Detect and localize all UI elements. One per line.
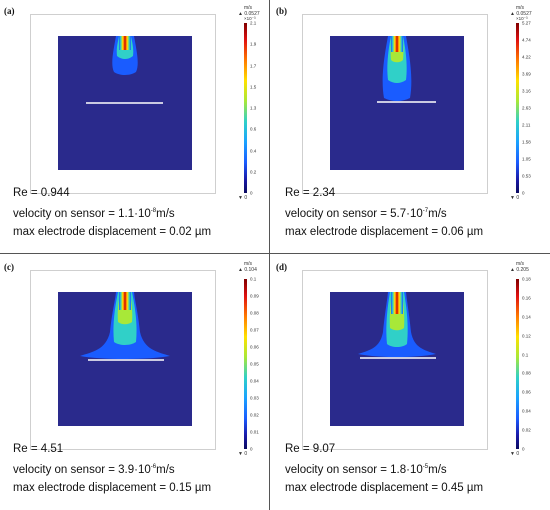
electrode-displacement: max electrode displacement = 0.15 µm bbox=[13, 482, 212, 494]
colorbar-tick-label: 0.1 bbox=[522, 352, 529, 358]
sensor-velocity: velocity on sensor = 1.8·10-5m/s bbox=[285, 464, 447, 476]
reynolds-number: Re = 4.51 bbox=[13, 443, 64, 455]
colorbar-ticks: 2.1 1.9 1.7 1.5 1.3 0.6 0.4 0.2 0 bbox=[250, 20, 270, 196]
colorbar-max: ▲ 0.0527 bbox=[238, 11, 260, 17]
colorbar-ticks: 5.27 4.74 4.22 3.69 3.16 2.63 2.11 1.58 1.05 0.53… bbox=[522, 20, 542, 196]
colorbar-tick-label: 0.14 bbox=[522, 314, 531, 320]
colorbar-exponent: ×10⁻³ bbox=[516, 16, 528, 21]
colorbar-tick-label: 1.58 bbox=[522, 139, 531, 145]
colorbar-max: ▲ 0.0527 bbox=[510, 11, 532, 17]
caption: Re = 9.07 velocity on sensor = 1.8·10-5m… bbox=[285, 440, 483, 497]
caption: Re = 2.34 velocity on sensor = 5.7·10-7m… bbox=[285, 184, 483, 241]
vertical-divider bbox=[269, 0, 270, 510]
colorbar-tick-label: 1.7 bbox=[250, 63, 257, 68]
colorbar-max: ▲ 0.104 bbox=[238, 267, 257, 273]
colorbar-tick-label: 0.08 bbox=[250, 310, 259, 316]
colorbar-unit: m/s bbox=[516, 5, 525, 11]
colorbar: m/s ▲ 0.205 0.18 0.16 0.14 0.12 0.1 0.08 0.06 0… bbox=[506, 261, 540, 461]
colorbar-tick-label: 4.22 bbox=[522, 54, 531, 60]
colorbar-tick-label: 0.08 bbox=[522, 370, 531, 376]
colorbar-tick-label: 0.02 bbox=[250, 412, 259, 418]
electrode-displacement: max electrode displacement = 0.02 µm bbox=[13, 226, 212, 238]
panel-letter: (a) bbox=[4, 6, 15, 16]
horizontal-divider bbox=[0, 253, 550, 254]
reynolds-number: Re = 2.34 bbox=[285, 187, 336, 199]
colorbar-tick-label: 0.4 bbox=[250, 148, 257, 153]
panel-letter: (c) bbox=[4, 262, 14, 272]
colorbar-tick-label: 0.06 bbox=[250, 344, 259, 350]
colorbar-tick-label: 0.04 bbox=[250, 378, 259, 384]
reynolds-number: Re = 9.07 bbox=[285, 443, 336, 455]
colorbar-unit: m/s bbox=[244, 5, 253, 11]
colorbar-max: ▲ 0.205 bbox=[510, 267, 529, 273]
colorbar-tick-label: 0 bbox=[250, 446, 253, 452]
panel-letter: (b) bbox=[276, 6, 287, 16]
colorbar-tick-label: 0.12 bbox=[522, 333, 531, 339]
caption: Re = 0.944 velocity on sensor = 1.1·10-8… bbox=[13, 184, 211, 241]
panel-letter: (d) bbox=[276, 262, 287, 272]
colorbar-tick-label: 0.03 bbox=[250, 395, 259, 401]
caption: Re = 4.51 velocity on sensor = 3.9·10-6m… bbox=[13, 440, 211, 497]
colorbar-gradient bbox=[244, 279, 247, 449]
panel-b: (b) m/s ▲ 0.0527 ×10⁻³ 5.27 4.74 4.22 3.69 3… bbox=[272, 0, 542, 250]
colorbar-tick-label: 0.05 bbox=[250, 361, 259, 367]
colorbar-tick-label: 0.2 bbox=[250, 169, 257, 175]
reynolds-number: Re = 0.944 bbox=[13, 187, 70, 199]
colorbar-gradient bbox=[244, 23, 247, 193]
colorbar-tick-label: 4.74 bbox=[522, 37, 531, 43]
colorbar-min: ▼ 0 bbox=[510, 195, 520, 201]
colorbar-tick-label: 0 bbox=[522, 190, 525, 196]
colorbar-tick-label: 1.05 bbox=[522, 156, 531, 162]
flow-simulation bbox=[58, 36, 192, 170]
colorbar-unit: m/s bbox=[244, 261, 253, 267]
colorbar-tick-label: 0.06 bbox=[522, 389, 531, 395]
colorbar-tick-label: 0.16 bbox=[522, 295, 531, 301]
panel-c: (c) m/s ▲ 0.104 0.1 0.09 0.08 0.07 0.06 0.05 0… bbox=[0, 256, 270, 506]
colorbar-tick-label: 0.04 bbox=[522, 408, 531, 414]
colorbar-gradient bbox=[516, 279, 519, 449]
colorbar-tick-label: 0.07 bbox=[250, 327, 259, 333]
colorbar: m/s ▲ 0.0527 ×10⁻³ 5.27 4.74 4.22 3.69 3.16 2… bbox=[506, 5, 540, 205]
electrode-displacement: max electrode displacement = 0.45 µm bbox=[285, 482, 484, 494]
colorbar-tick-label: 0.09 bbox=[250, 293, 259, 299]
colorbar-min: ▼ 0 bbox=[510, 451, 520, 457]
colorbar-tick-label: 0.6 bbox=[250, 126, 257, 132]
colorbar: m/s ▲ 0.104 0.1 0.09 0.08 0.07 0.06 0.05 0.04 0… bbox=[234, 261, 268, 461]
colorbar-tick-label: 0 bbox=[250, 190, 253, 196]
colorbar-ticks: 0.18 0.16 0.14 0.12 0.1 0.08 0.06 0.04 0.02 0 bbox=[522, 276, 542, 452]
panel-d: (d) m/s ▲ 0.205 0.18 0.16 0.14 0.12 0.1 0.08 0… bbox=[272, 256, 542, 506]
colorbar-min: ▼ 0 bbox=[238, 451, 248, 457]
sensor-velocity: velocity on sensor = 3.9·10-6m/s bbox=[13, 464, 175, 476]
colorbar-tick-label: 0.01 bbox=[250, 429, 259, 435]
sensor-velocity: velocity on sensor = 5.7·10-7m/s bbox=[285, 208, 447, 220]
colorbar-tick-label: 3.69 bbox=[522, 71, 531, 77]
colorbar-tick-label: 0.1 bbox=[250, 276, 257, 282]
colorbar: m/s ▲ 0.0527 ×10⁻³ 2.1 1.9 1.7 1.5 1.3 0.6 0.4… bbox=[234, 5, 268, 205]
colorbar-tick-label: 5.27 bbox=[522, 20, 531, 26]
colorbar-ticks: 0.1 0.09 0.08 0.07 0.06 0.05 0.04 0.03 0.02 0.01 0 bbox=[250, 276, 270, 452]
colorbar-tick-label: 2.63 bbox=[522, 105, 531, 111]
colorbar-tick-label: 1.9 bbox=[250, 41, 257, 47]
colorbar-tick-label: 3.16 bbox=[522, 88, 531, 94]
colorbar-tick-label: 0.53 bbox=[522, 173, 531, 179]
colorbar-tick-label: 1.5 bbox=[250, 84, 257, 90]
colorbar-tick-label: 2.1 bbox=[250, 20, 257, 26]
panel-a: (a) m/s ▲ 0.0527 ×10⁻³ 2.1 1.9 1.7 1.5 1.3 0.… bbox=[0, 0, 270, 250]
flow-simulation bbox=[58, 292, 192, 426]
colorbar-tick-label: 0.02 bbox=[522, 427, 531, 433]
flow-simulation bbox=[330, 36, 464, 170]
colorbar-tick-label: 1.3 bbox=[250, 105, 257, 111]
colorbar-exponent: ×10⁻³ bbox=[244, 16, 256, 21]
colorbar-gradient bbox=[516, 23, 519, 193]
colorbar-unit: m/s bbox=[516, 261, 525, 267]
electrode-displacement: max electrode displacement = 0.06 µm bbox=[285, 226, 484, 238]
colorbar-min: ▼ 0 bbox=[238, 195, 248, 201]
flow-simulation bbox=[330, 292, 464, 426]
colorbar-tick-label: 0 bbox=[522, 446, 525, 452]
sensor-velocity: velocity on sensor = 1.1·10-8m/s bbox=[13, 208, 175, 220]
colorbar-tick-label: 2.11 bbox=[522, 122, 531, 128]
colorbar-tick-label: 0.18 bbox=[522, 276, 531, 282]
